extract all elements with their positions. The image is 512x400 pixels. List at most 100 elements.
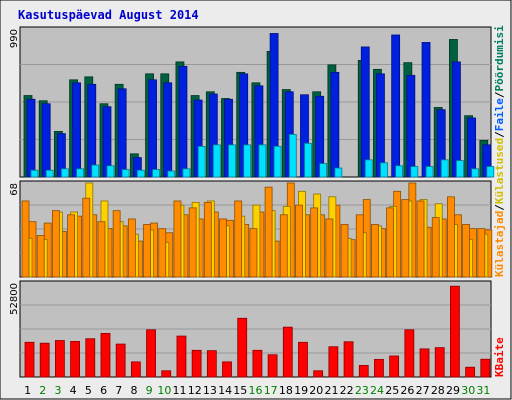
x-tick-label: 1 [24,384,31,397]
bar-kbaite-day-15 [237,317,248,378]
x-tick-label: 18 [279,384,293,397]
bar-pages-1-day-17 [264,186,273,278]
bar-külastused-day-4 [72,82,81,178]
x-tick-label: 20 [309,384,323,397]
x-tick-label: 9 [146,384,153,397]
bar-kbaite-day-14 [222,361,232,378]
side-label-part: / [493,204,506,211]
side-label-part: Pöördumisi [493,25,506,92]
bar-pages-1-day-21 [325,218,334,278]
bar-pöördumisi-day-3 [60,168,69,178]
bar-kbaite-day-30 [465,366,476,378]
bar-kbaite-day-11 [176,335,187,378]
bar-pages-1-day-11 [173,200,182,278]
y-tick-label: 52800 [9,283,20,315]
bar-pages-1-day-20 [310,207,319,278]
bar-pöördumisi-day-27 [425,166,434,178]
bar-pages-1-day-1 [21,200,30,278]
x-tick-label: 11 [173,384,187,397]
bar-pages-1-day-10 [158,228,167,278]
bar-külastused-day-21 [330,71,340,178]
bar-kbaite-day-28 [434,347,445,378]
bar-pages-1-day-19 [295,204,303,278]
bar-külastused-day-24 [376,73,385,178]
x-tick-label: 23 [355,384,369,397]
bar-kbaite-day-20 [313,370,324,378]
bar-pöördumisi-day-17 [273,145,282,178]
bar-kbaite-day-19 [298,341,308,378]
bar-kbaite-day-31 [480,358,491,378]
bar-pages-1-day-15 [234,200,243,278]
side-label-kbaite: KBaite [493,337,506,377]
x-tick-label: 19 [294,384,308,397]
y-tick-label: 990 [9,29,20,48]
bar-külastused-day-23 [360,46,370,178]
bar-külastused-day-9 [148,79,157,178]
bar-pages-1-day-18 [279,214,288,278]
bar-kbaite-day-9 [146,329,156,378]
bar-kbaite-day-3 [54,340,65,378]
bar-pages-1-day-6 [97,221,106,278]
bar-pöördumisi-day-21 [334,167,343,178]
bar-kbaite-day-26 [404,329,415,378]
panel-pages: 68 [9,180,493,278]
bar-pöördumisi-day-25 [395,165,404,178]
bar-kbaite-day-2 [39,342,50,378]
bar-kbaite-day-12 [191,349,202,378]
bar-pöördumisi-day-11 [182,168,191,178]
bar-pages-1-day-31 [477,228,486,278]
bar-külastused-day-26 [406,74,416,178]
bar-pöördumisi-day-20 [319,163,328,178]
bar-pöördumisi-day-23 [364,159,373,178]
x-tick-label: 17 [264,384,278,397]
bar-pages-1-day-29 [447,196,455,278]
x-tick-label: 22 [340,384,354,397]
bar-külastused-day-5 [87,83,97,178]
bar-pöördumisi-day-28 [440,159,449,178]
bar-pages-1-day-8 [127,218,136,278]
side-label-part: Külastused [493,138,506,204]
side-label-part: / [493,91,506,98]
bar-kbaite-day-24 [374,358,384,378]
y-tick-label: 68 [9,183,20,196]
bar-külastused-day-7 [117,88,127,178]
bar-pages-1-day-23 [355,214,364,278]
bar-kbaite-day-7 [115,343,126,378]
bar-külastused-day-11 [178,65,188,178]
panel-traffic: 990 [9,26,495,178]
bar-pöördumisi-day-12 [197,145,206,178]
bar-kbaite-day-18 [282,326,293,378]
bar-pages-1-day-16 [249,228,258,278]
bar-külastused-day-25 [391,34,401,178]
bar-kbaite-day-6 [100,332,111,378]
x-tick-label: 28 [431,384,445,397]
bar-kbaite-day-29 [450,285,460,378]
chart-panels: 990 68 52800 [9,26,495,378]
bar-pages-1-day-26 [401,199,410,278]
x-tick-label: 26 [400,384,414,397]
x-tick-label: 8 [130,384,137,397]
bar-külastused-day-2 [41,103,51,178]
bar-pöördumisi-day-29 [456,160,464,178]
bar-pöördumisi-day-5 [91,164,100,178]
bar-pages-1-day-24 [371,224,379,278]
bar-pöördumisi-day-4 [76,168,84,178]
bar-pages-1-day-3 [51,210,60,278]
bar-kbaite-day-22 [343,341,354,378]
bar-pages-1-day-28 [431,217,440,278]
bar-pöördumisi-day-6 [106,165,115,178]
bar-pages-1-day-22 [340,224,349,278]
x-tick-label: 4 [70,384,77,397]
bar-pöördumisi-day-30 [471,168,480,178]
bar-kbaite-day-25 [389,355,400,378]
bar-pages-1-day-7 [112,210,121,278]
x-tick-label: 3 [54,384,61,397]
x-tick-label: 30 [461,384,475,397]
bar-pages-1-day-13 [203,201,212,278]
bar-pöördumisi-day-19 [304,142,312,178]
x-tick-label: 6 [100,384,107,397]
bar-pöördumisi-day-24 [380,162,388,178]
bar-pages-1-day-25 [386,207,395,278]
bar-pages-1-day-9 [143,224,151,278]
bar-kbaite-day-23 [358,365,369,378]
